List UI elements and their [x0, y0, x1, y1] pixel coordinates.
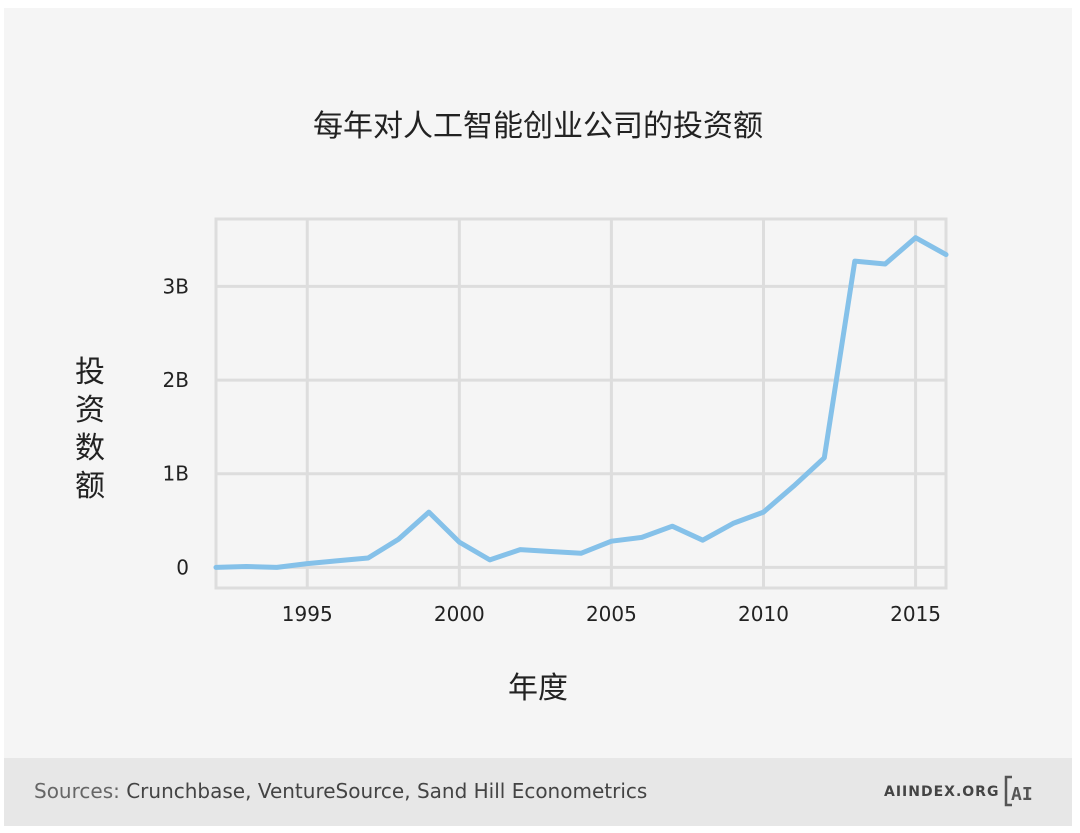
x-tick-label: 2005 [586, 602, 637, 626]
series-layer [213, 235, 949, 570]
chart-title: 每年对人工智能创业公司的投资额 [313, 109, 763, 144]
gridlines [216, 219, 946, 588]
series-line [213, 235, 949, 570]
y-axis-label-char: 资 [75, 393, 105, 428]
y-tick-label: 2B [163, 368, 189, 392]
y-tick-label: 0 [176, 555, 189, 579]
y-axis-label-char: 额 [75, 469, 105, 504]
svg-text:AI: AI [1011, 784, 1033, 805]
x-tick-label: 2015 [890, 602, 941, 626]
x-tick-label: 1995 [282, 602, 333, 626]
y-tick-label: 3B [163, 274, 189, 298]
chart: 1995 2000 2005 2010 2015 0 1B 2B 3B 每年对人工智能创业公司的… [75, 109, 949, 706]
x-tick-label: 2010 [738, 602, 789, 626]
aiindex-logo-icon: AI [1004, 775, 1033, 807]
source-credits: Sources: Crunchbase, VentureSource, Sand… [34, 779, 647, 803]
footer: Sources: Crunchbase, VentureSource, Sand… [4, 758, 1072, 826]
plot-area [216, 219, 946, 588]
chart-card: 1995 2000 2005 2010 2015 0 1B 2B 3B 每年对人工智能创业公司的… [4, 8, 1072, 758]
tick-labels: 1995 2000 2005 2010 2015 0 1B 2B 3B [163, 274, 941, 626]
source-label: Sources: [34, 779, 120, 803]
y-axis-label-char: 投 [75, 355, 105, 390]
source-names: Crunchbase, VentureSource, Sand Hill Eco… [126, 779, 648, 803]
brand-name[interactable]: AIINDEX.ORG [884, 784, 1000, 800]
y-axis-label-char: 数 [75, 431, 105, 466]
plot-border [214, 217, 948, 590]
x-tick-label: 2000 [434, 602, 485, 626]
x-axis-label: 年度 [508, 671, 568, 706]
y-tick-label: 1B [163, 462, 189, 486]
